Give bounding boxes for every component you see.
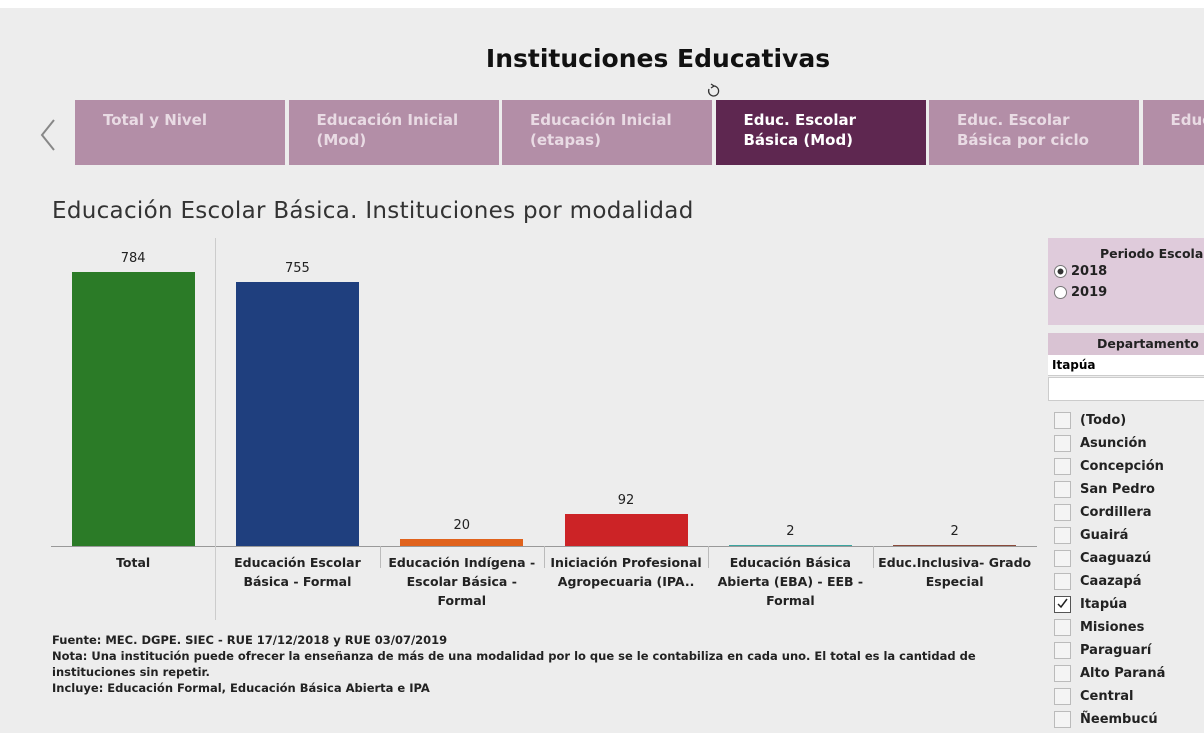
option-label: Alto Paraná — [1080, 666, 1166, 681]
separator — [215, 238, 216, 620]
footnote: Nota: Una institución puede ofrecer la e… — [52, 649, 976, 679]
separator — [872, 546, 874, 568]
checkbox — [1054, 619, 1071, 636]
tab[interactable]: Total y Nivel — [75, 100, 285, 165]
checkbox-option[interactable]: (Todo) — [1048, 409, 1204, 432]
chart: 784 Total 755 Educación Escolar Básica - Fo… — [0, 8, 1040, 733]
checkbox-option[interactable]: Paraguarí — [1048, 639, 1204, 662]
filter-title: Periodo Escolar — [1100, 246, 1204, 261]
bar — [400, 539, 524, 546]
checkbox-option[interactable]: Ñeembucú — [1048, 708, 1204, 731]
chart-title: Educación Escolar Básica. Instituciones … — [52, 198, 694, 224]
option-label: Central — [1080, 689, 1134, 704]
checkbox — [1054, 688, 1071, 705]
separator — [708, 546, 710, 568]
checkbox — [1054, 412, 1071, 429]
search-box[interactable] — [1048, 377, 1204, 401]
tab[interactable]: Educación Inicial (etapas) — [502, 100, 712, 165]
checkbox-option[interactable]: Cordillera — [1048, 501, 1204, 524]
separator — [379, 546, 381, 568]
value-label: 784 — [120, 250, 146, 266]
checkbox-option[interactable]: Concepción — [1048, 455, 1204, 478]
option-label: Itapúa — [1080, 597, 1128, 612]
checkbox-option[interactable]: Caazapá — [1048, 570, 1204, 593]
tab[interactable]: Educ. Escolar Básica (Mod) — [715, 100, 926, 165]
bar — [728, 545, 852, 547]
value-label: 20 — [453, 518, 471, 533]
checkbox-option[interactable]: Asunción — [1048, 432, 1204, 455]
tab[interactable]: Educ. Escolar Básica por ciclo — [929, 100, 1139, 165]
refresh-icon[interactable] — [705, 83, 721, 99]
option-label: Guairá — [1080, 528, 1129, 543]
checkbox — [1054, 527, 1071, 544]
checkbox-option[interactable]: Itapúa — [1048, 593, 1204, 616]
checkbox-option[interactable]: Guairá — [1048, 524, 1204, 547]
checkbox — [1054, 435, 1071, 452]
x-tick-label: Iniciación Profesional Agropecuaria (IPA… — [550, 555, 702, 589]
checkbox — [1054, 481, 1071, 498]
checkbox — [1054, 458, 1071, 475]
checkbox — [1054, 642, 1071, 659]
checkbox — [1054, 596, 1071, 613]
checkbox-option[interactable]: Caaguazú — [1048, 547, 1204, 570]
dropdown[interactable]: Itapúa — [1048, 355, 1204, 376]
bar — [71, 271, 195, 546]
option-label: Caaguazú — [1080, 551, 1152, 566]
option-label: Caazapá — [1080, 574, 1142, 589]
x-tick-label: Educación Indígena - Escolar Básica - Fo… — [388, 555, 536, 608]
tab[interactable]: Educación Inicial (Mod) — [288, 100, 499, 165]
bar — [235, 281, 359, 546]
x-tick-label: Educación Básica Abierta (EBA) - EEB - F… — [717, 555, 864, 608]
periodo-filter: Periodo Escolar 2018 2019 — [1048, 238, 1204, 325]
option-label: Ñeembucú — [1080, 712, 1158, 727]
checkbox-option[interactable]: Misiones — [1048, 616, 1204, 639]
checkbox-option[interactable]: San Pedro — [1048, 478, 1204, 501]
radio-option[interactable]: 2019 — [1048, 282, 1204, 303]
tab[interactable]: Educ — [1142, 100, 1204, 165]
checkbox-option[interactable]: Central — [1048, 685, 1204, 708]
dashboard-title: Instituciones Educativas — [485, 44, 831, 73]
bar — [564, 513, 688, 546]
option-label: Misiones — [1080, 620, 1145, 635]
dashboard: Instituciones Educativas Educación Escol… — [0, 8, 1204, 733]
radio — [1054, 265, 1067, 278]
checkbox — [1054, 665, 1071, 682]
footnote: Fuente: MEC. DGPE. SIEC - RUE 17/12/2018… — [52, 633, 448, 647]
option-label: Paraguarí — [1080, 643, 1152, 658]
x-tick-label: Educación Escolar Básica - Formal — [234, 555, 361, 589]
value-label: 2 — [786, 524, 795, 540]
separator — [543, 546, 545, 568]
value-label: 2 — [950, 524, 959, 540]
option-label: Cordillera — [1080, 505, 1152, 520]
option-label: San Pedro — [1080, 482, 1155, 497]
radio — [1054, 286, 1067, 299]
option-label: 2018 — [1071, 264, 1108, 279]
checkbox — [1054, 711, 1071, 728]
departamento-filter: Departamento Itapúa (Todo) Asunción Concep… — [1048, 333, 1204, 733]
bar — [893, 545, 1017, 547]
footnote: Incluye: Educación Formal, Educación Bás… — [52, 681, 430, 695]
x-tick-label: Educ.Inclusiva- Grado Especial — [878, 555, 1032, 589]
option-label: 2019 — [1071, 285, 1108, 300]
radio-option[interactable]: 2018 — [1048, 261, 1204, 282]
prev-arrow[interactable] — [38, 118, 58, 152]
checkbox — [1054, 550, 1071, 567]
checkbox — [1054, 504, 1071, 521]
value-label: 755 — [285, 260, 310, 276]
option-label: Concepción — [1080, 459, 1164, 474]
x-tick-label: Total — [116, 555, 151, 570]
option-label: (Todo) — [1080, 413, 1127, 428]
filter-title: Departamento — [1048, 333, 1204, 355]
checkbox — [1054, 573, 1071, 590]
checkbox-option[interactable]: Alto Paraná — [1048, 662, 1204, 685]
option-label: Asunción — [1080, 436, 1147, 451]
value-label: 92 — [617, 492, 635, 508]
